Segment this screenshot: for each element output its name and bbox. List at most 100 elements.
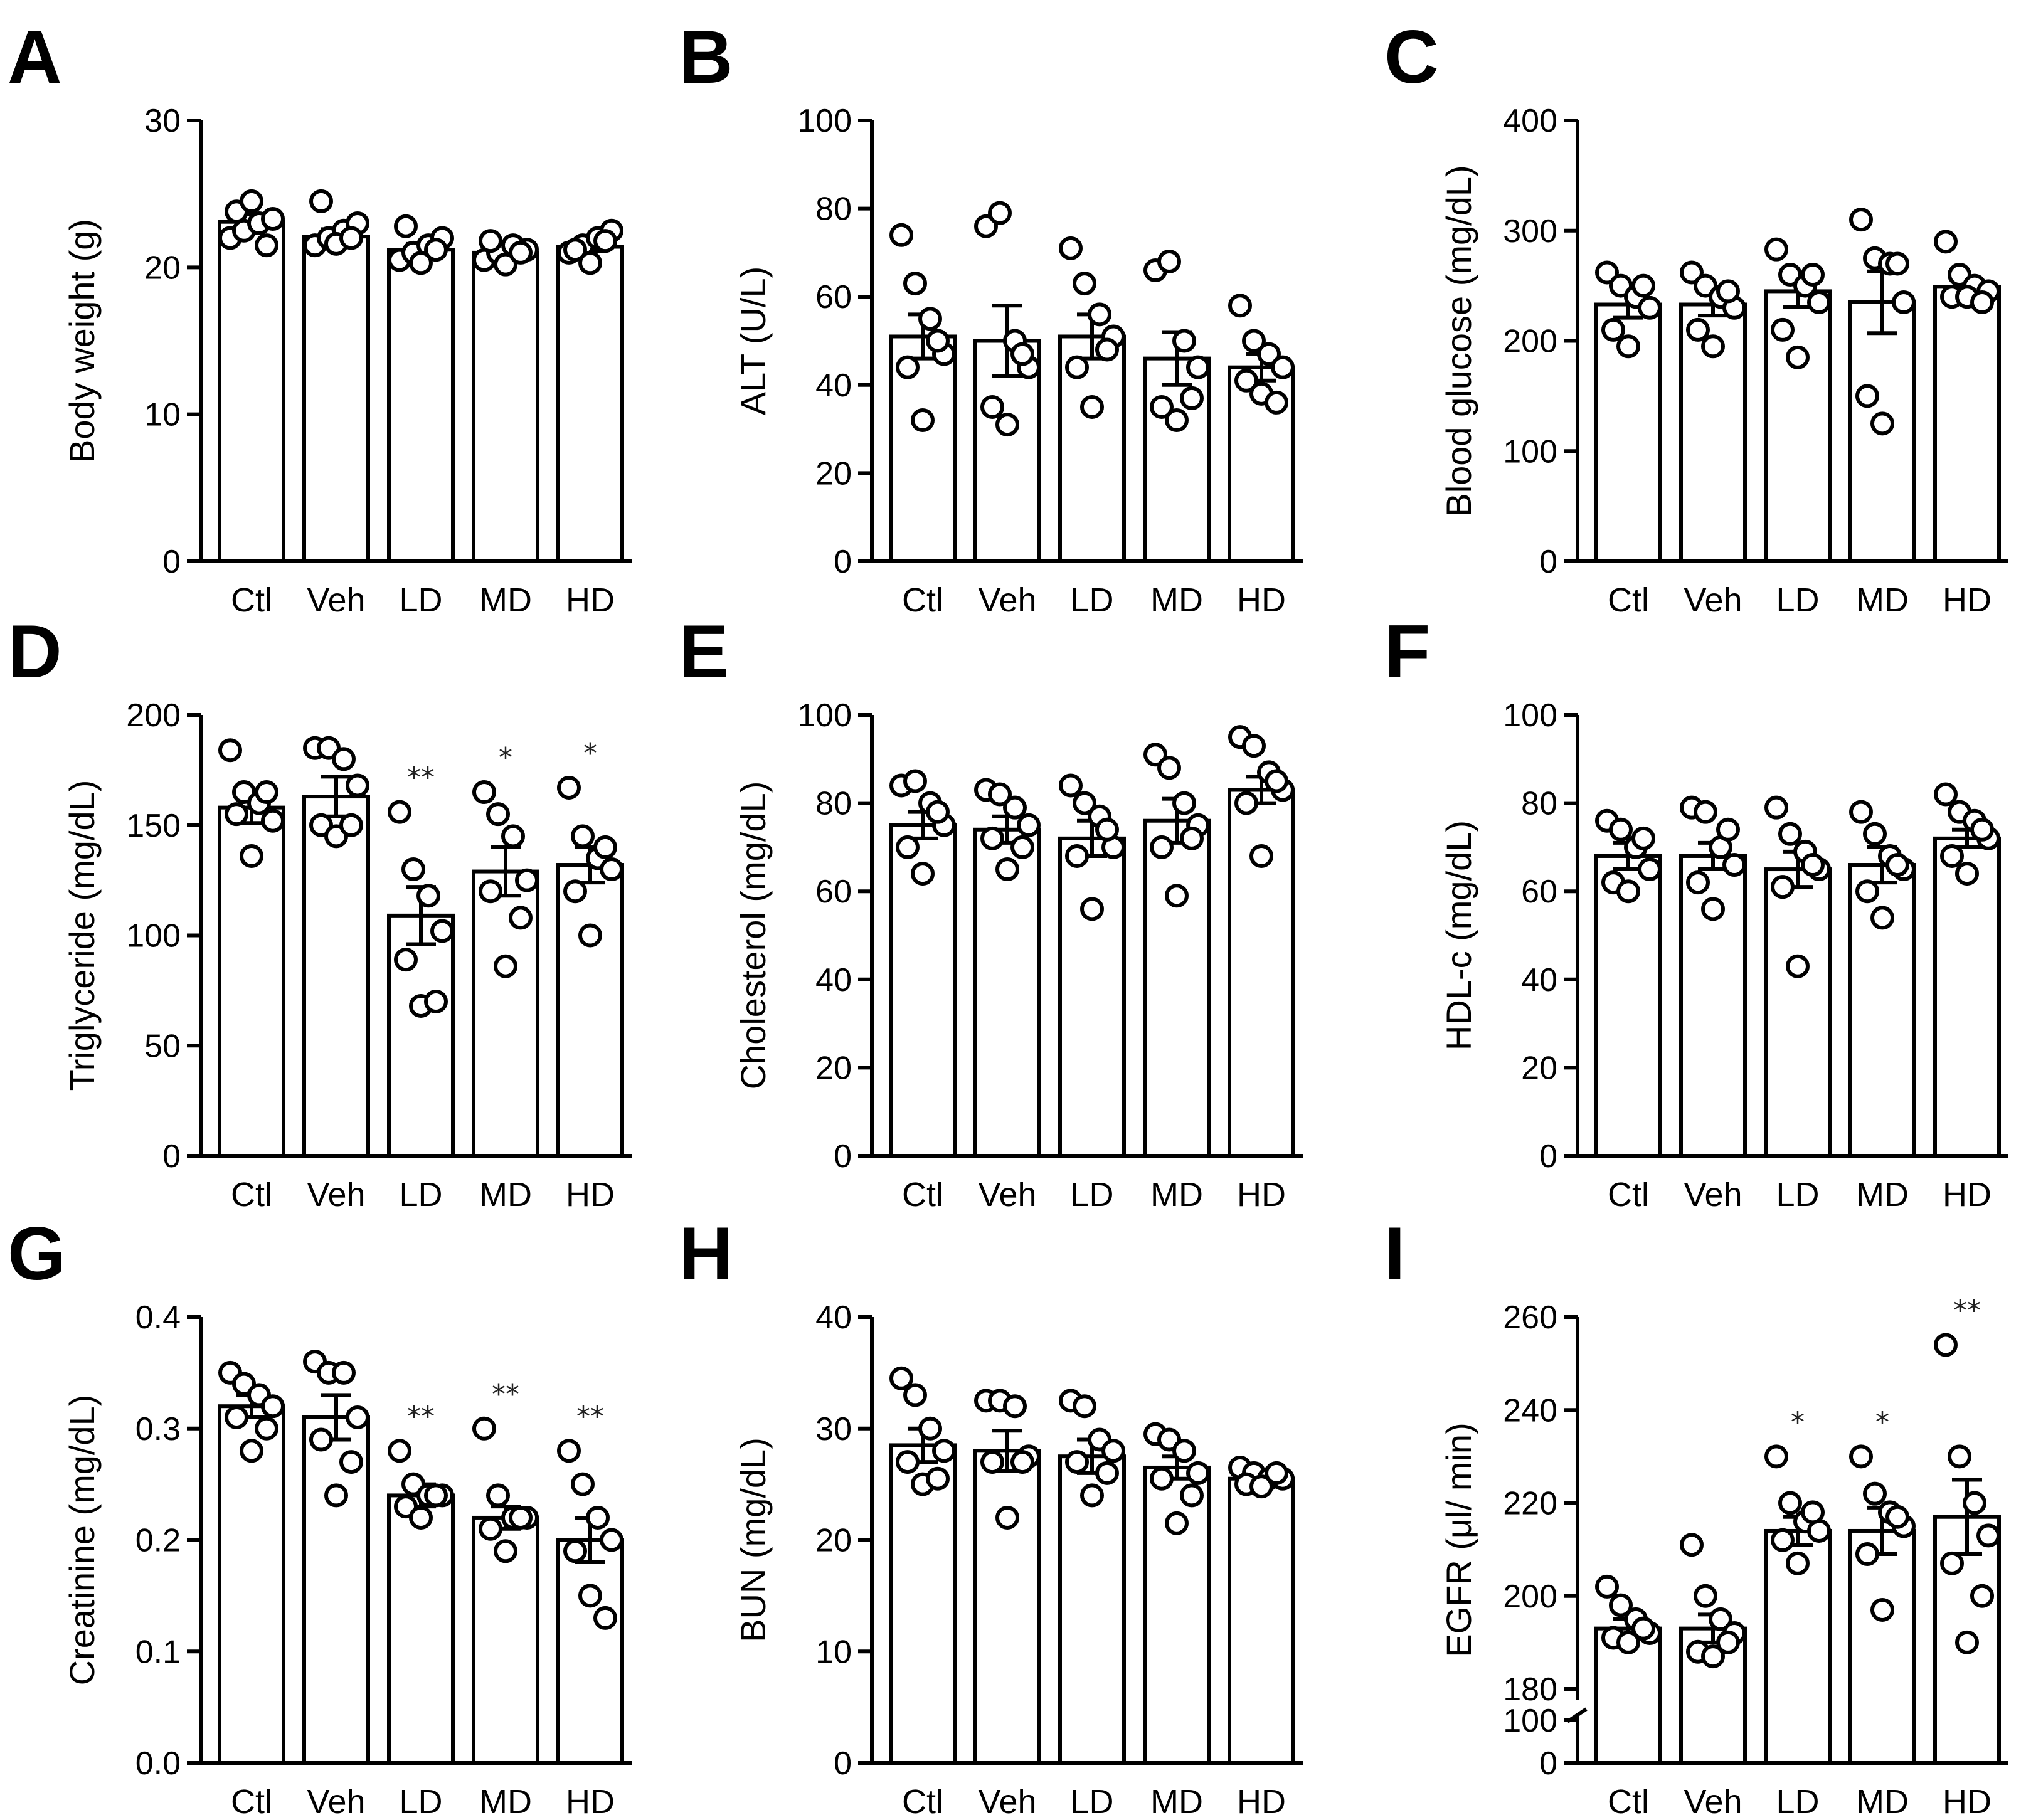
data-point — [1616, 879, 1640, 904]
x-tick-label: Ctl — [1608, 581, 1649, 619]
data-point — [1234, 368, 1258, 393]
x-tick-label: Veh — [978, 1176, 1036, 1214]
bar-md — [1848, 863, 1916, 1158]
x-tick-label: Veh — [1684, 581, 1742, 619]
data-point — [1234, 791, 1258, 815]
data-point — [1165, 884, 1189, 908]
significance-marker: * — [583, 738, 597, 770]
x-tick-label: HD — [1237, 1176, 1286, 1214]
data-point — [1150, 1466, 1174, 1491]
bar-md — [1143, 818, 1211, 1158]
y-tick-label: 0 — [162, 1138, 181, 1175]
x-tick-label: Veh — [1684, 1176, 1742, 1214]
bar-ld — [1764, 867, 1832, 1158]
data-point — [424, 238, 448, 262]
data-point — [1885, 1505, 1909, 1529]
bar-hd — [556, 863, 624, 1158]
data-point — [255, 1416, 278, 1441]
data-point — [1616, 1630, 1640, 1654]
y-tick-label: 60 — [815, 279, 852, 315]
data-point — [1701, 1644, 1725, 1669]
x-tick-label: Ctl — [902, 1783, 943, 1820]
data-point — [1716, 279, 1740, 304]
bar-veh — [302, 1415, 370, 1765]
data-point — [388, 800, 411, 824]
y-tick-label: 0.1 — [135, 1634, 181, 1670]
bar-veh — [302, 235, 370, 563]
data-point — [1701, 897, 1725, 921]
data-point — [578, 251, 602, 275]
data-point — [1701, 334, 1725, 359]
data-point — [1778, 822, 1802, 846]
data-point — [980, 1450, 1004, 1474]
significance-marker: * — [499, 742, 512, 774]
y-tick-label: 0.2 — [135, 1523, 181, 1559]
x-tick-label: Veh — [978, 581, 1036, 619]
data-point — [1680, 1533, 1704, 1557]
data-point — [896, 1450, 920, 1474]
data-point — [324, 1483, 348, 1508]
data-point — [472, 780, 496, 805]
x-tick-label: LD — [1776, 1783, 1819, 1820]
x-tick-label: LD — [399, 1176, 442, 1214]
data-point — [1609, 817, 1633, 842]
y-tick-label: 0.3 — [135, 1411, 181, 1447]
data-point — [571, 1472, 595, 1496]
bar-ctl — [218, 1404, 285, 1765]
data-point — [1940, 844, 1964, 868]
data-point — [578, 923, 602, 948]
y-tick-label: 30 — [815, 1411, 852, 1447]
data-point — [600, 857, 623, 882]
data-point — [1073, 1394, 1096, 1419]
y-tick-label: 100 — [1503, 433, 1557, 470]
data-point — [1073, 272, 1096, 296]
data-point — [1970, 1584, 1994, 1608]
data-point — [1059, 236, 1083, 260]
data-point — [255, 780, 278, 805]
data-point — [1616, 334, 1640, 359]
data-point — [1764, 795, 1788, 820]
data-point — [339, 1450, 363, 1474]
y-tick-label: 0 — [1539, 1745, 1557, 1782]
x-tick-label: Ctl — [231, 581, 272, 619]
panel-c: C 0 100 200 300 400 Blood glucose (mg/dL) Ctl Ve… — [1384, 15, 2008, 619]
y-tick-label: 260 — [1503, 1299, 1557, 1336]
x-tick-label: LD — [399, 581, 442, 619]
data-point — [1849, 1444, 1873, 1469]
data-point — [339, 813, 363, 837]
y-tick-label: 0 — [834, 1138, 852, 1175]
data-point — [586, 1505, 610, 1530]
panel-letter: B — [679, 15, 733, 99]
data-point — [911, 408, 935, 433]
y-tick-label: 20 — [144, 250, 181, 286]
x-tick-label: HD — [1943, 1783, 1992, 1820]
data-point — [1963, 1491, 1986, 1515]
data-point — [424, 1483, 448, 1508]
x-tick-label: HD — [566, 581, 615, 619]
y-tick-label: 20 — [815, 455, 852, 492]
data-point — [486, 802, 510, 827]
data-point — [1095, 817, 1119, 842]
data-point — [424, 989, 448, 1013]
y-tick-label: 150 — [126, 808, 181, 844]
significance-marker: ** — [407, 762, 435, 794]
y-tick-label: 20 — [815, 1523, 852, 1559]
y-tick-label: 30 — [144, 103, 181, 139]
data-point — [1855, 384, 1879, 408]
data-point — [593, 229, 617, 253]
data-point — [1771, 1528, 1795, 1552]
data-point — [974, 214, 998, 238]
data-point — [501, 824, 525, 849]
data-point — [563, 238, 587, 262]
y-axis-title: BUN (mg/dL) — [733, 1437, 773, 1643]
data-point — [1257, 342, 1281, 366]
data-point — [1265, 769, 1288, 793]
panel-letter: I — [1384, 1212, 1405, 1296]
y-tick-label: 20 — [1521, 1050, 1557, 1086]
data-point — [911, 862, 935, 886]
x-tick-label: LD — [1070, 1783, 1113, 1820]
data-point — [896, 835, 920, 859]
data-point — [486, 1483, 510, 1508]
